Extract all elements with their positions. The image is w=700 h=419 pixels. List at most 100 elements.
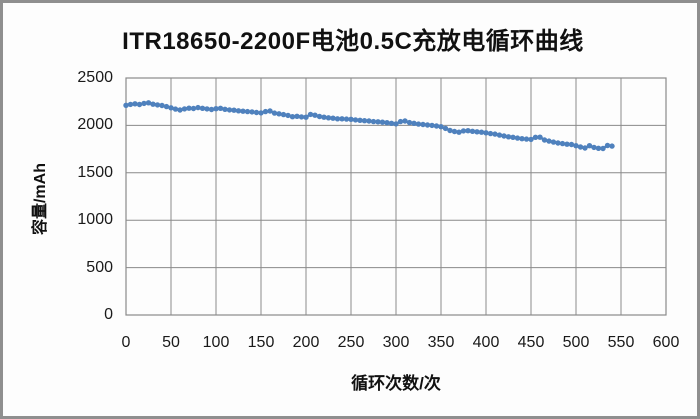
data-point-marker (204, 106, 210, 112)
plot-border (125, 77, 667, 316)
x-axis-tick-label: 250 (337, 334, 365, 351)
data-point-marker (577, 144, 584, 150)
data-point-marker (298, 114, 305, 120)
data-point-marker (379, 119, 386, 125)
data-point-marker (240, 108, 246, 114)
data-point-marker (163, 103, 170, 110)
data-point-marker (411, 120, 417, 127)
data-point-marker (546, 138, 552, 144)
y-axis-tick-label: 1000 (77, 211, 113, 229)
data-point-marker (168, 105, 174, 111)
data-point-marker (271, 110, 278, 116)
y-axis-tick-label: 500 (86, 258, 113, 276)
data-point-marker (312, 112, 318, 118)
data-point-marker (532, 134, 539, 140)
data-point-marker (348, 116, 354, 123)
data-point-marker (474, 129, 480, 135)
data-point-marker (258, 110, 264, 116)
data-point-marker (267, 108, 273, 114)
data-point-marker (415, 121, 422, 127)
data-point-marker (132, 101, 138, 107)
data-point-marker (127, 101, 134, 108)
data-point-marker (145, 100, 152, 106)
data-point-marker (505, 134, 512, 140)
chart-title: ITR18650-2200F电池0.5C充放电循环曲线 (122, 28, 584, 55)
data-point-marker (384, 120, 390, 126)
data-point-marker (568, 141, 575, 148)
x-axis-tick-label: 100 (202, 334, 230, 351)
data-point-marker (604, 142, 611, 149)
data-point-marker (564, 141, 570, 147)
data-point-marker (366, 118, 372, 124)
data-point-marker (523, 136, 530, 142)
data-point-marker (393, 121, 399, 127)
data-point-marker (276, 111, 282, 117)
x-axis-tick-label: 500 (562, 334, 590, 351)
data-point-marker (388, 120, 395, 127)
x-axis-tick-label: 200 (292, 334, 320, 351)
data-point-marker (325, 115, 332, 121)
data-point-marker (402, 118, 408, 124)
data-point-marker (438, 124, 444, 130)
data-point-marker (150, 101, 156, 107)
x-axis-title: 循环次数/次 (351, 374, 441, 393)
data-point-marker (235, 108, 242, 114)
data-point-marker (154, 102, 161, 108)
data-point-marker (361, 118, 368, 124)
data-point-marker (573, 143, 579, 149)
data-point-marker (343, 116, 350, 122)
data-point-marker (253, 109, 260, 116)
data-point-marker (397, 118, 404, 125)
data-point-marker (510, 134, 516, 140)
data-point-marker (447, 127, 453, 134)
data-point-marker (217, 105, 224, 112)
x-axis-tick-label: 400 (472, 334, 500, 351)
data-point-marker (231, 107, 237, 113)
data-point-marker (586, 143, 593, 149)
data-point-marker (136, 101, 143, 108)
x-axis-tick-label: 350 (427, 334, 455, 351)
data-point-marker (280, 111, 287, 118)
data-point-marker (451, 128, 458, 135)
data-point-marker (483, 130, 489, 136)
data-point-marker (249, 109, 255, 115)
plot-area (123, 77, 667, 316)
data-point-marker (460, 128, 467, 134)
data-point-marker (190, 105, 197, 112)
data-point-marker (186, 105, 192, 111)
data-point-marker (226, 107, 233, 113)
data-point-marker (420, 121, 426, 128)
data-point-marker (487, 130, 494, 137)
data-point-marker (177, 107, 183, 113)
data-point-marker (303, 114, 309, 120)
data-point-marker (501, 133, 507, 139)
data-point-marker (316, 113, 323, 120)
x-axis-tick-label: 450 (517, 334, 545, 351)
data-point-marker (289, 114, 296, 120)
data-point-marker (195, 104, 201, 111)
data-point-marker (375, 119, 381, 125)
data-point-marker (285, 112, 291, 119)
data-point-marker (181, 106, 188, 112)
data-point-marker (321, 114, 327, 120)
data-point-marker (339, 116, 345, 122)
data-point-marker (222, 106, 228, 113)
data-point-marker (478, 129, 485, 135)
x-axis-tick-label: 550 (607, 334, 635, 351)
data-point-marker (141, 100, 147, 107)
x-axis-tick-label: 50 (162, 334, 180, 351)
data-point-marker (199, 105, 206, 112)
data-point-marker (244, 108, 251, 115)
data-point-marker (609, 143, 615, 149)
data-point-marker (595, 145, 602, 151)
x-axis-tick-label: 0 (121, 334, 131, 351)
data-point-marker (550, 139, 557, 145)
data-point-marker (294, 113, 300, 120)
data-point-marker (559, 140, 566, 147)
data-point-marker (442, 125, 449, 132)
data-point-marker (514, 135, 521, 141)
y-axis-tick-label: 2000 (77, 116, 113, 134)
data-point-marker (172, 106, 179, 112)
y-axis-tick-label: 2500 (77, 69, 113, 86)
